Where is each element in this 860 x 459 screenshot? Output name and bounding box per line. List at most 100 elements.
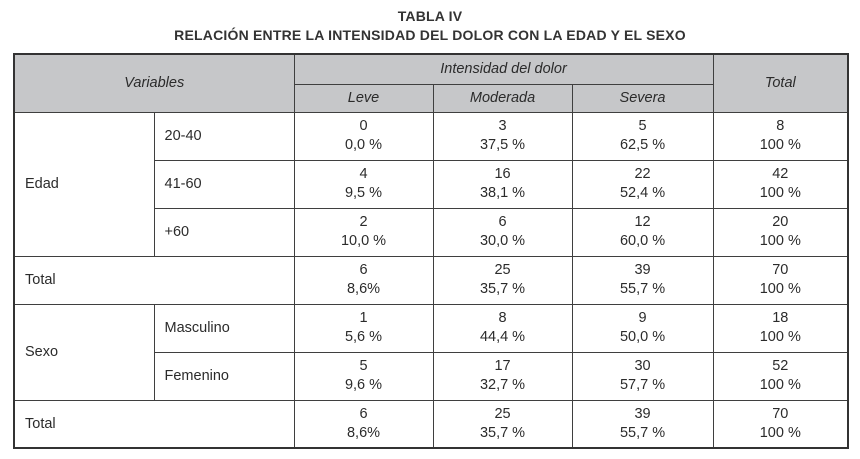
- percent-value: 50,0 %: [619, 329, 666, 345]
- percent-value: 100 %: [759, 424, 801, 441]
- percent-value: 100 %: [759, 233, 801, 249]
- cell-moderada: 8 44,4 %: [432, 303, 573, 353]
- count-value: 42: [772, 166, 789, 182]
- cell-moderada: 3 37,5 %: [432, 111, 573, 161]
- table-row-total-sexo: Total 6 8,6% 25 35,7 % 39 55,7 % 70 100 …: [13, 399, 849, 449]
- table-row-total-edad: Total 6 8,6% 25 35,7 % 39 55,7 % 70 100 …: [13, 255, 849, 305]
- header-row-top: Variables Intensidad del dolor Total: [13, 53, 849, 113]
- percent-value: 30,0 %: [479, 233, 526, 249]
- percent-value: 60,0 %: [619, 233, 666, 249]
- header-total: Total: [712, 53, 849, 113]
- percent-value: 10,0 %: [340, 233, 387, 249]
- count-value: 20: [772, 214, 789, 230]
- percent-value: 0,0 %: [344, 137, 383, 153]
- percent-value: 57,7 %: [619, 377, 666, 393]
- cell-leve: 5 9,6 %: [293, 351, 434, 401]
- percent-value: 5,6 %: [344, 329, 383, 345]
- count-value: 39: [634, 405, 651, 422]
- count-value: 8: [498, 310, 507, 326]
- percent-value: 100 %: [759, 281, 801, 297]
- percent-value: 9,5 %: [344, 185, 383, 201]
- header-row-levels: Leve Moderada Severa: [14, 83, 848, 113]
- cell-row-total: 42 100 %: [712, 159, 849, 209]
- header-intensity: Intensidad del dolor: [293, 53, 714, 85]
- count-value: 70: [772, 262, 789, 278]
- total-label-edad: Total: [13, 255, 295, 305]
- count-value: 16: [494, 166, 511, 182]
- count-value: 22: [634, 166, 651, 182]
- cell-leve: 1 5,6 %: [293, 303, 434, 353]
- percent-value: 100 %: [759, 137, 801, 153]
- count-value: 1: [359, 310, 368, 326]
- cell-row-total: 20 100 %: [712, 207, 849, 257]
- count-value: 9: [638, 310, 647, 326]
- percent-value: 52,4 %: [619, 185, 666, 201]
- count-value: 17: [494, 358, 511, 374]
- header-variables: Variables: [13, 53, 295, 113]
- count-value: 8: [776, 118, 785, 134]
- header-level-severa: Severa: [571, 83, 714, 113]
- percent-value: 38,1 %: [479, 185, 526, 201]
- count-value: 6: [359, 262, 368, 278]
- total-label-sexo: Total: [13, 399, 295, 449]
- count-value: 6: [359, 405, 368, 422]
- cell-moderada: 17 32,7 %: [432, 351, 573, 401]
- percent-value: 37,5 %: [479, 137, 526, 153]
- count-value: 5: [638, 118, 647, 134]
- cell-severa: 5 62,5 %: [571, 111, 714, 161]
- cell-leve: 6 8,6%: [293, 255, 434, 305]
- count-value: 0: [359, 118, 368, 134]
- cell-severa: 30 57,7 %: [571, 351, 714, 401]
- cell-row-total: 52 100 %: [712, 351, 849, 401]
- percent-value: 55,7 %: [619, 281, 666, 297]
- percent-value: 9,6 %: [344, 377, 383, 393]
- group-cell-edad: Edad: [13, 111, 155, 257]
- cell-moderada: 16 38,1 %: [432, 159, 573, 209]
- count-value: 2: [359, 214, 368, 230]
- row-label-20-40: 20-40: [153, 111, 295, 161]
- percent-value: 35,7 %: [479, 424, 526, 441]
- data-table: Variables Intensidad del dolor Total Lev…: [13, 53, 850, 449]
- cell-row-total: 70 100 %: [712, 399, 849, 449]
- cell-leve: 6 8,6%: [293, 399, 434, 449]
- cell-row-total: 8 100 %: [712, 111, 849, 161]
- cell-leve: 2 10,0 %: [293, 207, 434, 257]
- cell-moderada: 25 35,7 %: [432, 255, 573, 305]
- count-value: 25: [494, 405, 511, 422]
- percent-value: 35,7 %: [479, 281, 526, 297]
- percent-value: 8,6%: [346, 424, 381, 441]
- table-row-edad-60plus: +60 2 10,0 % 6 30,0 % 12 60,0 % 20 100 %: [14, 207, 849, 257]
- count-value: 5: [359, 358, 368, 374]
- count-value: 52: [772, 358, 789, 374]
- table-row-sexo-masculino: Sexo Masculino 1 5,6 % 8 44,4 % 9 50,0 %…: [13, 303, 849, 401]
- table-number-title: TABLA IV: [397, 8, 463, 24]
- percent-value: 44,4 %: [479, 329, 526, 345]
- table-description-title: RELACIÓN ENTRE LA INTENSIDAD DEL DOLOR C…: [174, 27, 686, 43]
- group-cell-sexo: Sexo: [13, 303, 155, 401]
- table-row-edad-41-60: 41-60 4 9,5 % 16 38,1 % 22 52,4 % 42 100…: [14, 159, 849, 209]
- header-level-leve: Leve: [293, 83, 434, 113]
- header-level-moderada: Moderada: [432, 83, 573, 113]
- row-label-41-60: 41-60: [153, 159, 295, 209]
- count-value: 12: [634, 214, 651, 230]
- count-value: 39: [634, 262, 651, 278]
- cell-leve: 4 9,5 %: [293, 159, 434, 209]
- row-label-60plus: +60: [153, 207, 295, 257]
- percent-value: 100 %: [759, 185, 801, 201]
- cell-row-total: 70 100 %: [712, 255, 849, 305]
- cell-moderada: 6 30,0 %: [432, 207, 573, 257]
- percent-value: 62,5 %: [619, 137, 666, 153]
- row-label-masculino: Masculino: [153, 303, 295, 353]
- table-row-edad-20-40: Edad 20-40 0 0,0 % 3 37,5 % 5 62,5 % 8 1…: [13, 111, 849, 257]
- percent-value: 32,7 %: [479, 377, 526, 393]
- row-label-femenino: Femenino: [153, 351, 295, 401]
- percent-value: 55,7 %: [619, 424, 666, 441]
- count-value: 70: [772, 405, 789, 422]
- cell-severa: 39 55,7 %: [571, 399, 714, 449]
- count-value: 3: [498, 118, 507, 134]
- cell-row-total: 18 100 %: [712, 303, 849, 353]
- cell-severa: 12 60,0 %: [571, 207, 714, 257]
- count-value: 6: [498, 214, 507, 230]
- cell-moderada: 25 35,7 %: [432, 399, 573, 449]
- cell-leve: 0 0,0 %: [293, 111, 434, 161]
